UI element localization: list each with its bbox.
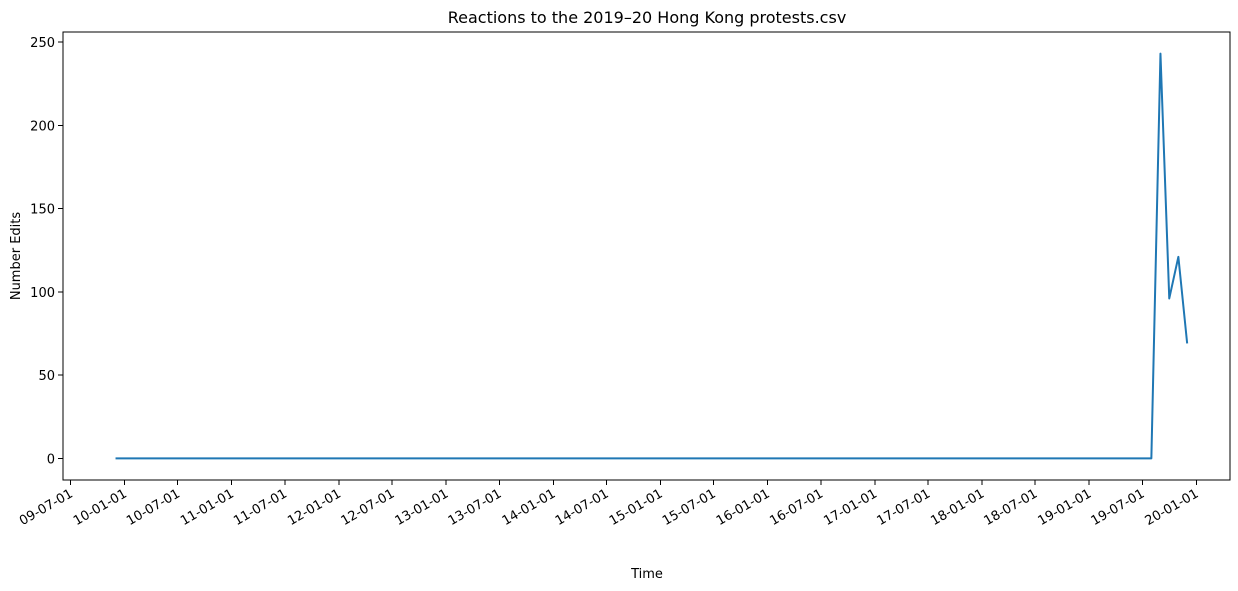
x-tick-label: 16-01-01 (714, 486, 773, 528)
x-tick-label: 12-01-01 (285, 486, 344, 528)
y-tick-label: 150 (30, 203, 55, 218)
x-tick-label: 14-07-01 (553, 486, 612, 528)
x-tick-label: 18-07-01 (982, 486, 1041, 528)
x-tick-label: 11-07-01 (231, 486, 290, 528)
y-tick-label: 100 (30, 286, 55, 301)
x-tick-label: 10-01-01 (71, 486, 130, 528)
x-tick-label: 11-01-01 (178, 486, 237, 528)
series-layer (115, 52, 1189, 460)
y-axis: 0 50 100 150 200 250 (30, 36, 63, 467)
series-line (115, 52, 1189, 460)
y-tick-label: 0 (47, 452, 55, 467)
x-tick-label: 15-01-01 (607, 486, 666, 528)
x-tick-label: 13-07-01 (446, 486, 505, 528)
x-tick-label: 20-01-01 (1143, 486, 1202, 528)
x-tick-label: 18-01-01 (928, 486, 987, 528)
x-tick-label: 19-01-01 (1036, 486, 1095, 528)
plot-area (62, 31, 1231, 481)
x-tick-label: 12-07-01 (339, 486, 398, 528)
x-tick-label: 10-07-01 (124, 486, 183, 528)
x-tick-label: 17-01-01 (821, 486, 880, 528)
y-tick-label: 250 (30, 36, 55, 51)
x-tick-label: 16-07-01 (767, 486, 826, 528)
x-tick-label: 15-07-01 (660, 486, 719, 528)
x-tick-label: 09-07-01 (17, 486, 76, 528)
x-axis: 09-07-0110-01-0110-07-0111-01-0111-07-01… (17, 480, 1201, 529)
x-axis-label: Time (630, 567, 663, 582)
chart-title: Reactions to the 2019–20 Hong Kong prote… (448, 8, 847, 27)
x-tick-label: 17-07-01 (874, 486, 933, 528)
y-tick-label: 50 (38, 369, 55, 384)
y-axis-label: Number Edits (9, 212, 24, 301)
x-tick-label: 13-01-01 (393, 486, 452, 528)
y-tick-label: 200 (30, 119, 55, 134)
x-tick-label: 19-07-01 (1089, 486, 1148, 528)
plot-frame (62, 31, 1231, 481)
x-tick-label: 14-01-01 (500, 486, 559, 528)
